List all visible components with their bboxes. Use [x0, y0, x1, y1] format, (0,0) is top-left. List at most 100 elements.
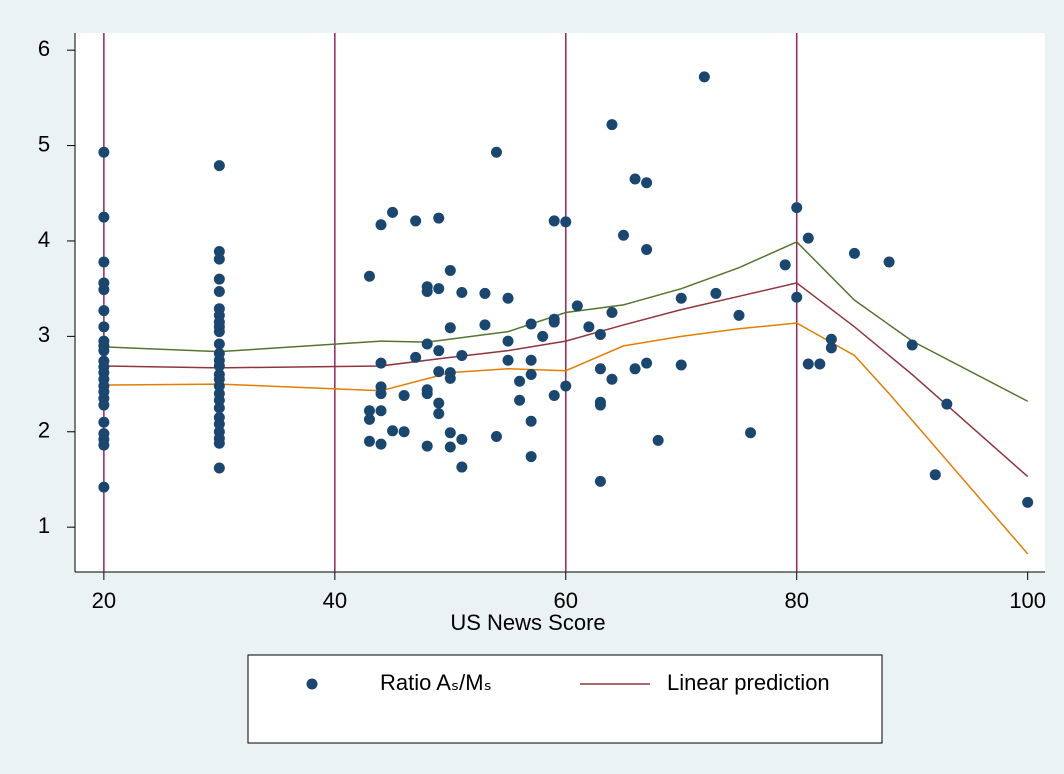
scatter-point	[548, 316, 560, 328]
scatter-point	[479, 287, 491, 299]
scatter-point	[652, 434, 664, 446]
scatter-point	[421, 440, 433, 452]
scatter-point	[802, 358, 814, 370]
scatter-point	[375, 388, 387, 400]
scatter-point	[213, 286, 225, 298]
scatter-point	[98, 416, 110, 428]
scatter-point	[213, 360, 225, 372]
scatter-point	[363, 270, 375, 282]
scatter-point	[641, 244, 653, 256]
scatter-point	[733, 309, 745, 321]
scatter-point	[387, 206, 399, 218]
plot-area	[75, 33, 1045, 572]
scatter-point	[606, 373, 618, 385]
scatter-point	[387, 425, 399, 437]
scatter-point	[433, 283, 445, 295]
scatter-point	[941, 398, 953, 410]
scatter-point	[779, 259, 791, 271]
scatter-point	[560, 380, 572, 392]
scatter-point	[213, 380, 225, 392]
scatter-point	[444, 427, 456, 439]
scatter-point	[213, 273, 225, 285]
scatter-point	[213, 418, 225, 430]
scatter-point	[444, 372, 456, 384]
scatter-point	[883, 256, 895, 268]
scatter-point	[456, 286, 468, 298]
scatter-point	[213, 338, 225, 350]
scatter-point	[433, 345, 445, 357]
scatter-point	[363, 435, 375, 447]
scatter-point	[213, 253, 225, 265]
scatter-point	[814, 358, 826, 370]
scatter-point	[98, 321, 110, 333]
scatter-point	[502, 335, 514, 347]
y-tick-label: 6	[38, 36, 50, 61]
scatter-point	[525, 369, 537, 381]
scatter-point	[594, 363, 606, 375]
x-tick-label: 100	[1009, 588, 1046, 613]
scatter-point	[1022, 496, 1034, 508]
scatter-point	[375, 219, 387, 231]
scatter-point	[583, 321, 595, 333]
scatter-point	[606, 119, 618, 131]
scatter-point	[213, 326, 225, 338]
scatter-point	[444, 322, 456, 334]
x-tick-label: 40	[323, 588, 347, 613]
scatter-point	[98, 439, 110, 451]
scatter-point	[525, 354, 537, 366]
scatter-point	[629, 173, 641, 185]
scatter-point	[594, 328, 606, 340]
scatter-point	[802, 232, 814, 244]
scatter-point	[421, 286, 433, 298]
scatter-point	[618, 229, 630, 241]
scatter-point	[456, 461, 468, 473]
scatter-point	[825, 333, 837, 345]
scatter-point	[213, 437, 225, 449]
scatter-point	[421, 388, 433, 400]
scatter-point	[791, 202, 803, 214]
scatter-point	[213, 402, 225, 414]
scatter-point	[98, 146, 110, 158]
scatter-point	[745, 427, 757, 439]
scatter-point	[675, 292, 687, 304]
y-tick-label: 1	[38, 513, 50, 538]
scatter-point	[98, 256, 110, 268]
scatter-point	[363, 413, 375, 425]
scatter-point	[213, 394, 225, 406]
scatter-point	[375, 357, 387, 369]
scatter-point	[606, 307, 618, 319]
legend-label: Ratio Aₛ/Mₛ	[380, 670, 492, 695]
x-tick-label: 20	[92, 588, 116, 613]
scatter-point	[433, 366, 445, 378]
scatter-point	[433, 397, 445, 409]
legend-label: Linear prediction	[667, 670, 830, 695]
scatter-point	[560, 216, 572, 228]
line	[103, 241, 1029, 402]
y-tick-label: 3	[38, 322, 50, 347]
scatter-point	[410, 351, 422, 363]
scatter-point	[514, 394, 526, 406]
scatter-point	[213, 245, 225, 257]
scatter-point	[594, 399, 606, 411]
scatter-point	[213, 160, 225, 172]
scatter-point	[825, 342, 837, 354]
scatter-point	[502, 292, 514, 304]
scatter-point	[710, 287, 722, 299]
scatter-point	[433, 212, 445, 224]
scatter-point	[456, 433, 468, 445]
scatter-point	[698, 71, 710, 83]
x-axis-label: US News Score	[450, 610, 605, 635]
scatter-point	[375, 405, 387, 417]
scatter-point	[548, 215, 560, 227]
scatter-point	[641, 357, 653, 369]
y-tick-label: 5	[38, 131, 50, 156]
scatter-point	[213, 462, 225, 474]
scatter-point	[848, 247, 860, 259]
scatter-point	[490, 431, 502, 443]
legend	[247, 654, 883, 744]
scatter-point	[791, 291, 803, 303]
plot: 1 2 3 4 5 6 20 40 60 80 100	[38, 33, 1046, 613]
scatter-point	[398, 426, 410, 438]
scatter-point	[398, 390, 410, 402]
